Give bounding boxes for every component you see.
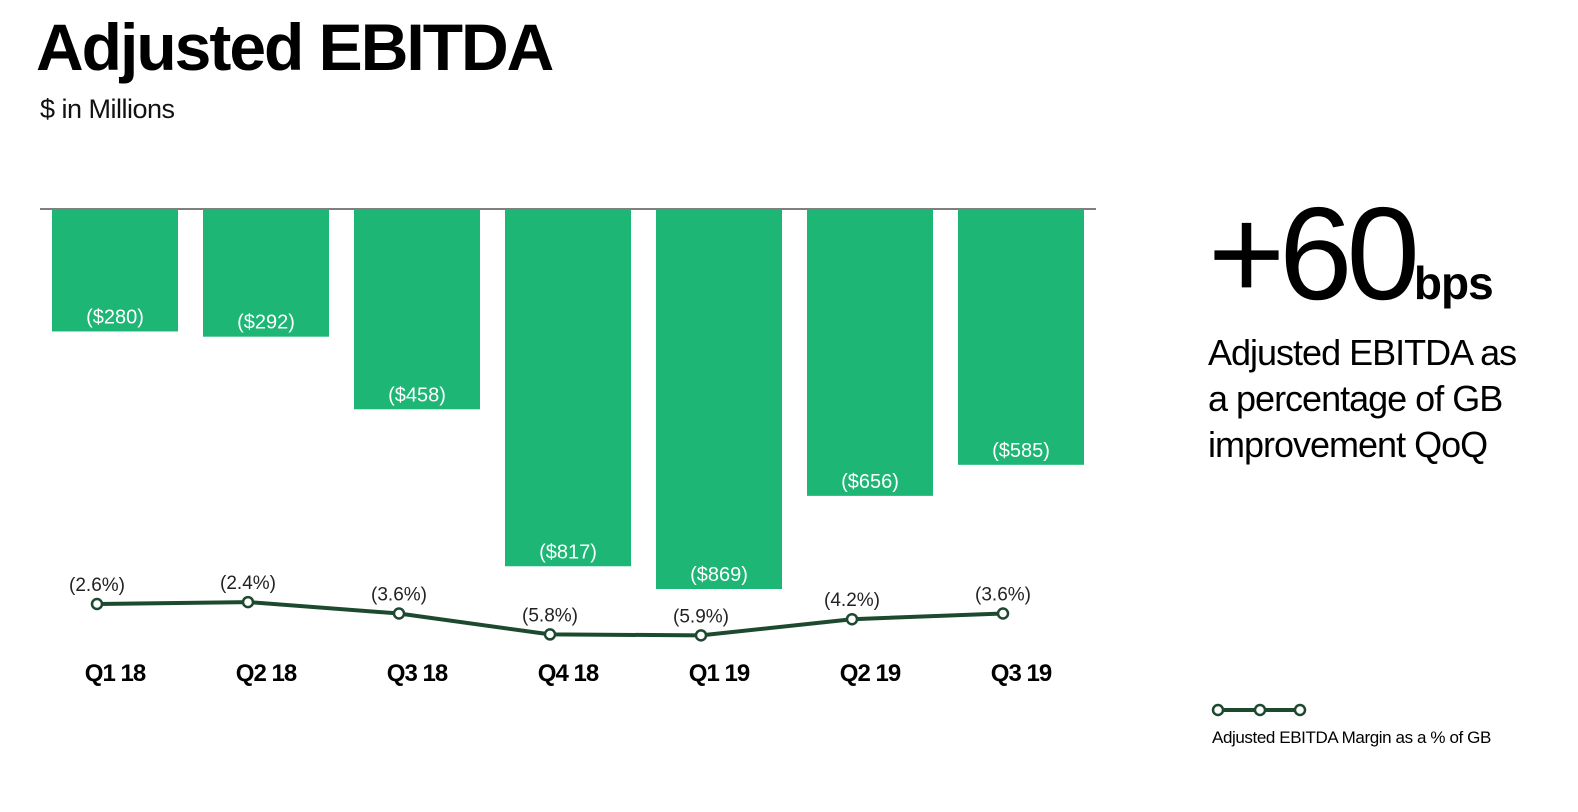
bar-value-label-6: ($585) (992, 440, 1050, 462)
margin-point-4 (694, 629, 708, 642)
margin-label-5: (4.2%) (824, 590, 880, 611)
category-label-5: Q2 19 (840, 660, 901, 687)
callout-number: +60bps (1208, 188, 1568, 320)
bar-value-label-4: ($869) (690, 564, 748, 586)
margin-point-3 (543, 628, 557, 641)
callout-unit: bps (1413, 257, 1494, 309)
legend-point-1 (1253, 703, 1267, 717)
margin-label-0: (2.6%) (69, 575, 125, 596)
margin-point-5 (845, 612, 859, 626)
legend-label: Adjusted EBITDA Margin as a % of GB (1212, 728, 1491, 747)
bar-4 (656, 209, 782, 589)
bar-value-label-3: ($817) (539, 541, 597, 563)
bar-value-label-1: ($292) (237, 312, 295, 334)
callout: +60bps Adjusted EBITDA as a percentage o… (1208, 188, 1568, 468)
legend-line-marker (1211, 703, 1307, 717)
category-label-6: Q3 19 (991, 660, 1052, 687)
category-label-1: Q2 18 (236, 660, 297, 687)
category-label-3: Q4 18 (538, 660, 599, 687)
bar-2 (354, 209, 480, 410)
margin-point-0 (90, 597, 104, 611)
category-label-0: Q1 18 (85, 660, 146, 687)
bar-6 (958, 209, 1084, 465)
bar-value-label-5: ($656) (841, 471, 899, 493)
bar-5 (807, 209, 933, 496)
adjusted-ebitda-chart: ($280) Q1 18 ($292) Q2 18 ($458) Q3 18 ($817) Q… (40, 208, 1096, 687)
margin-point-1 (241, 595, 255, 609)
bar-value-label-0: ($280) (86, 306, 144, 328)
bar-value-label-2: ($458) (388, 384, 446, 406)
chart-subtitle: $ in Millions (40, 94, 175, 124)
margin-label-1: (2.4%) (220, 573, 276, 594)
category-label-4: Q1 19 (689, 660, 750, 687)
bar-1 (203, 209, 329, 337)
bar-3 (505, 209, 631, 567)
margin-label-4: (5.9%) (673, 606, 729, 627)
legend-point-0 (1211, 703, 1225, 717)
margin-label-6: (3.6%) (975, 585, 1031, 606)
margin-label-3: (5.8%) (522, 605, 578, 626)
margin-point-2 (392, 607, 406, 620)
chart-title: Adjusted EBITDA (36, 10, 554, 84)
bar-0 (52, 209, 178, 332)
callout-description: Adjusted EBITDA as a percentage of GB im… (1208, 332, 1517, 465)
margin-label-2: (3.6%) (371, 585, 427, 606)
category-label-2: Q3 18 (387, 660, 448, 687)
callout-value: +60 (1208, 180, 1420, 327)
margin-point-6 (996, 607, 1010, 620)
legend-point-2 (1293, 703, 1307, 717)
